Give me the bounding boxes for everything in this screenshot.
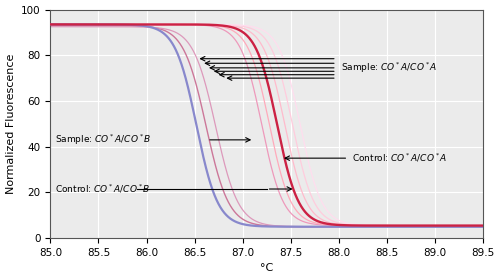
Y-axis label: Normalized Fluorescence: Normalized Fluorescence	[6, 54, 16, 194]
X-axis label: °C: °C	[260, 263, 274, 273]
Text: Control: $\it{CO^*A/CO^*A}$: Control: $\it{CO^*A/CO^*A}$	[352, 152, 448, 164]
Text: Control: $\it{CO^*A/CO^*B}$: Control: $\it{CO^*A/CO^*B}$	[56, 183, 150, 195]
Text: Sample: $\it{CO^*A/CO^*B}$: Sample: $\it{CO^*A/CO^*B}$	[56, 133, 152, 147]
Text: Sample: $\it{CO^*A/CO^*A}$: Sample: $\it{CO^*A/CO^*A}$	[340, 61, 437, 75]
